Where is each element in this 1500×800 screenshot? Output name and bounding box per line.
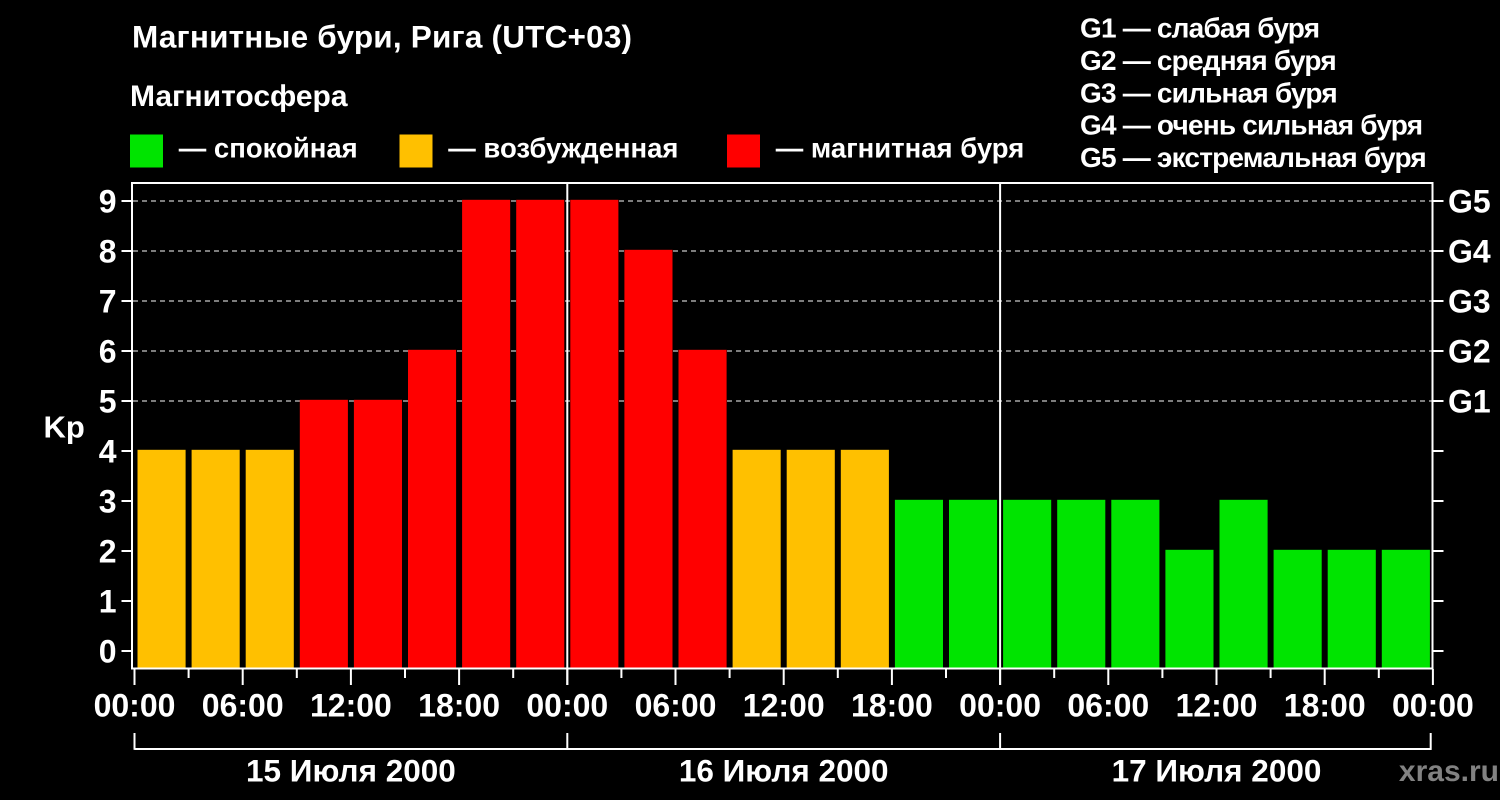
- svg-text:4: 4: [99, 434, 117, 470]
- svg-text:G2: G2: [1448, 334, 1491, 370]
- svg-text:G4: G4: [1448, 234, 1491, 270]
- svg-text:9: 9: [99, 184, 117, 220]
- svg-text:12:00: 12:00: [743, 688, 825, 724]
- svg-text:Магнитосфера: Магнитосфера: [130, 80, 348, 113]
- svg-text:12:00: 12:00: [310, 688, 392, 724]
- svg-text:G3: G3: [1448, 284, 1491, 320]
- svg-text:00:00: 00:00: [526, 688, 608, 724]
- svg-text:G4 — очень сильная буря: G4 — очень сильная буря: [1080, 110, 1422, 141]
- svg-text:00:00: 00:00: [1392, 688, 1474, 724]
- svg-text:15 Июля 2000: 15 Июля 2000: [246, 753, 456, 789]
- svg-text:xras.ru: xras.ru: [1399, 755, 1499, 788]
- svg-text:Магнитные бури, Рига (UTC+03): Магнитные бури, Рига (UTC+03): [132, 19, 632, 55]
- svg-text:G5 — экстремальная буря: G5 — экстремальная буря: [1080, 142, 1426, 173]
- svg-text:— магнитная буря: — магнитная буря: [776, 133, 1024, 164]
- svg-text:06:00: 06:00: [202, 688, 284, 724]
- svg-text:7: 7: [99, 284, 117, 320]
- svg-text:2: 2: [99, 534, 117, 570]
- svg-text:— спокойная: — спокойная: [179, 133, 358, 164]
- svg-text:18:00: 18:00: [418, 688, 500, 724]
- svg-text:5: 5: [99, 384, 117, 420]
- svg-text:16 Июля 2000: 16 Июля 2000: [679, 753, 889, 789]
- svg-text:8: 8: [99, 234, 117, 270]
- svg-text:— возбужденная: — возбужденная: [448, 133, 678, 164]
- svg-text:G3 — сильная буря: G3 — сильная буря: [1080, 77, 1337, 108]
- svg-text:Kp: Kp: [44, 410, 85, 445]
- svg-text:6: 6: [99, 334, 117, 370]
- svg-text:0: 0: [99, 634, 117, 670]
- svg-text:G1 — слабая буря: G1 — слабая буря: [1080, 13, 1319, 44]
- svg-text:1: 1: [99, 584, 117, 620]
- svg-text:G1: G1: [1448, 384, 1491, 420]
- svg-text:12:00: 12:00: [1176, 688, 1258, 724]
- svg-text:18:00: 18:00: [851, 688, 933, 724]
- svg-text:00:00: 00:00: [959, 688, 1041, 724]
- svg-text:06:00: 06:00: [1067, 688, 1149, 724]
- svg-text:17 Июля 2000: 17 Июля 2000: [1112, 753, 1322, 789]
- svg-text:3: 3: [99, 484, 117, 520]
- svg-text:G5: G5: [1448, 184, 1491, 220]
- svg-text:18:00: 18:00: [1284, 688, 1366, 724]
- svg-text:06:00: 06:00: [635, 688, 717, 724]
- svg-text:00:00: 00:00: [94, 688, 176, 724]
- svg-text:G2 — средняя буря: G2 — средняя буря: [1080, 45, 1336, 76]
